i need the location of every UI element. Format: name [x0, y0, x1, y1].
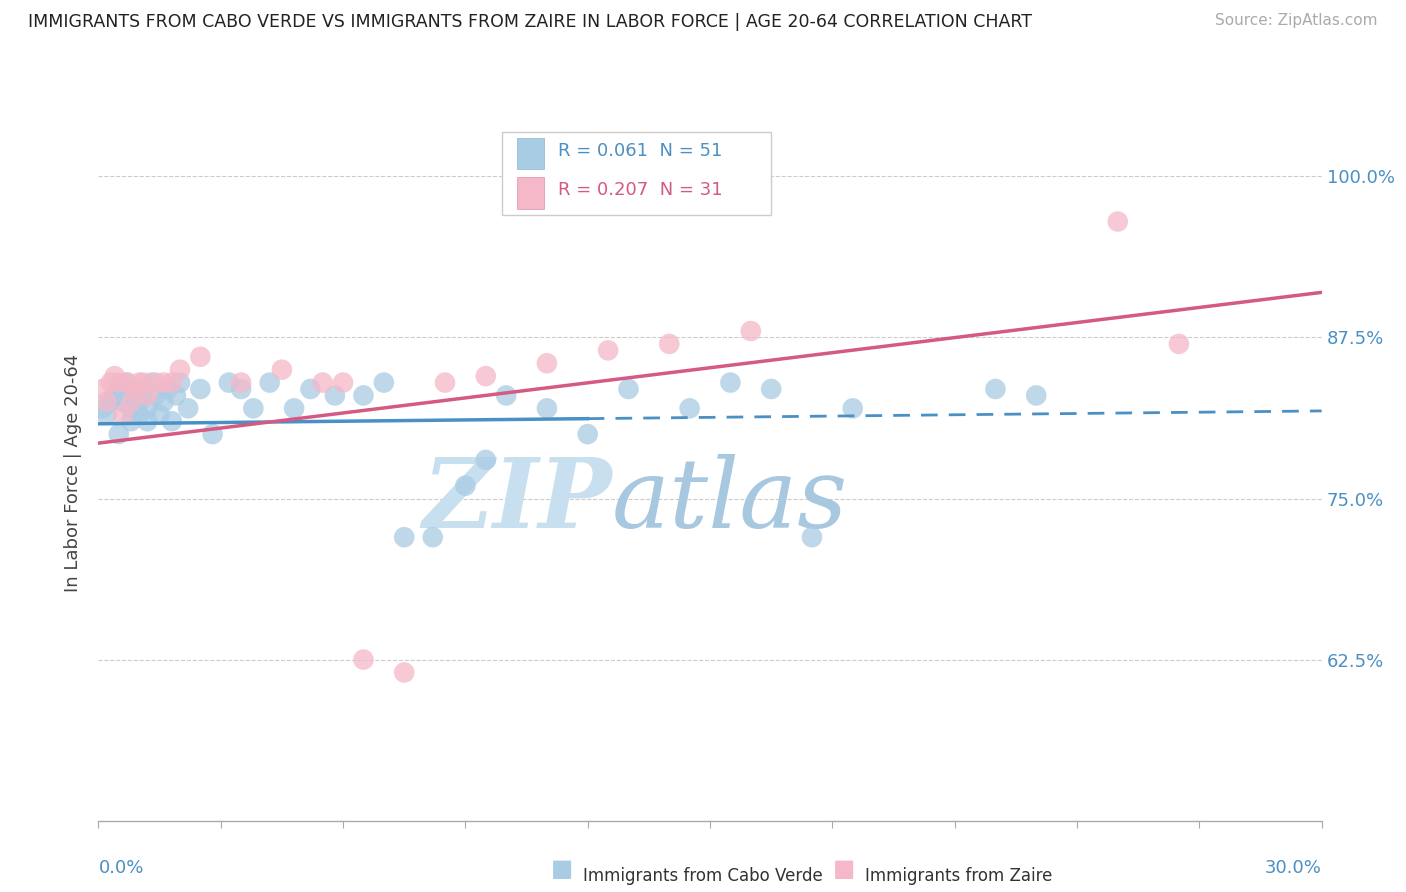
Point — [156, 382, 179, 396]
Point — [115, 376, 138, 390]
Point — [115, 376, 138, 390]
Point — [283, 401, 305, 416]
Point — [96, 395, 118, 409]
Point — [149, 408, 172, 422]
Point — [120, 395, 142, 409]
Point — [312, 376, 335, 390]
Text: ■: ■ — [832, 857, 855, 881]
Point — [188, 382, 212, 396]
Point — [392, 665, 416, 680]
Point — [454, 478, 477, 492]
Point — [474, 369, 498, 384]
Text: R = 0.061  N = 51: R = 0.061 N = 51 — [558, 142, 723, 160]
Point — [392, 530, 416, 544]
Point — [299, 382, 322, 396]
Text: atlas: atlas — [612, 454, 848, 548]
Point — [474, 453, 498, 467]
Point — [231, 382, 253, 396]
Point — [169, 376, 191, 390]
FancyBboxPatch shape — [517, 178, 544, 209]
Point — [323, 388, 346, 402]
FancyBboxPatch shape — [502, 132, 772, 215]
Point — [145, 376, 167, 390]
Point — [120, 401, 142, 416]
Point — [1167, 337, 1189, 351]
Point — [96, 408, 118, 422]
Point — [141, 376, 163, 390]
Point — [841, 401, 863, 416]
Point — [218, 376, 240, 390]
Point — [352, 388, 374, 402]
Text: R = 0.207  N = 31: R = 0.207 N = 31 — [558, 181, 723, 199]
Text: 30.0%: 30.0% — [1265, 859, 1322, 877]
Point — [422, 530, 444, 544]
Point — [152, 376, 174, 390]
Point — [160, 376, 183, 390]
Point — [761, 382, 783, 396]
Point — [91, 401, 114, 416]
Text: 0.0%: 0.0% — [98, 859, 143, 877]
Point — [108, 382, 131, 396]
Y-axis label: In Labor Force | Age 20-64: In Labor Force | Age 20-64 — [65, 353, 83, 592]
Point — [124, 382, 146, 396]
Point — [740, 324, 762, 338]
Point — [104, 369, 127, 384]
Point — [658, 337, 681, 351]
Point — [201, 427, 224, 442]
Point — [111, 395, 134, 409]
Point — [720, 376, 742, 390]
Point — [984, 382, 1007, 396]
Point — [495, 388, 517, 402]
Point — [434, 376, 457, 390]
Point — [91, 382, 114, 396]
Point — [132, 376, 155, 390]
Point — [104, 388, 127, 402]
Point — [128, 376, 150, 390]
Point — [100, 376, 122, 390]
Point — [111, 408, 134, 422]
Point — [598, 343, 620, 358]
Point — [373, 376, 395, 390]
Point — [152, 395, 174, 409]
Point — [124, 388, 146, 402]
Point — [120, 414, 142, 428]
Point — [536, 356, 558, 370]
Text: IMMIGRANTS FROM CABO VERDE VS IMMIGRANTS FROM ZAIRE IN LABOR FORCE | AGE 20-64 C: IMMIGRANTS FROM CABO VERDE VS IMMIGRANTS… — [28, 13, 1032, 31]
Point — [576, 427, 599, 442]
Text: Source: ZipAtlas.com: Source: ZipAtlas.com — [1215, 13, 1378, 29]
Point — [1107, 214, 1129, 228]
Point — [108, 376, 131, 390]
Point — [136, 401, 159, 416]
Point — [270, 362, 294, 376]
Point — [165, 388, 187, 402]
Point — [352, 652, 374, 666]
Point — [128, 408, 150, 422]
Point — [145, 388, 167, 402]
Point — [108, 427, 131, 442]
Point — [177, 401, 200, 416]
Point — [136, 414, 159, 428]
Point — [332, 376, 354, 390]
Point — [801, 530, 824, 544]
Text: Immigrants from Zaire: Immigrants from Zaire — [865, 867, 1052, 885]
Text: Immigrants from Cabo Verde: Immigrants from Cabo Verde — [583, 867, 824, 885]
Point — [132, 382, 155, 396]
Point — [169, 362, 191, 376]
Point — [259, 376, 281, 390]
Point — [100, 395, 122, 409]
Point — [242, 401, 264, 416]
Point — [188, 350, 212, 364]
Point — [128, 395, 150, 409]
Text: ZIP: ZIP — [423, 454, 612, 548]
Point — [160, 414, 183, 428]
FancyBboxPatch shape — [517, 138, 544, 169]
Point — [536, 401, 558, 416]
Point — [1025, 388, 1047, 402]
Point — [231, 376, 253, 390]
Point — [617, 382, 640, 396]
Point — [679, 401, 702, 416]
Text: ■: ■ — [551, 857, 574, 881]
Point — [136, 388, 159, 402]
